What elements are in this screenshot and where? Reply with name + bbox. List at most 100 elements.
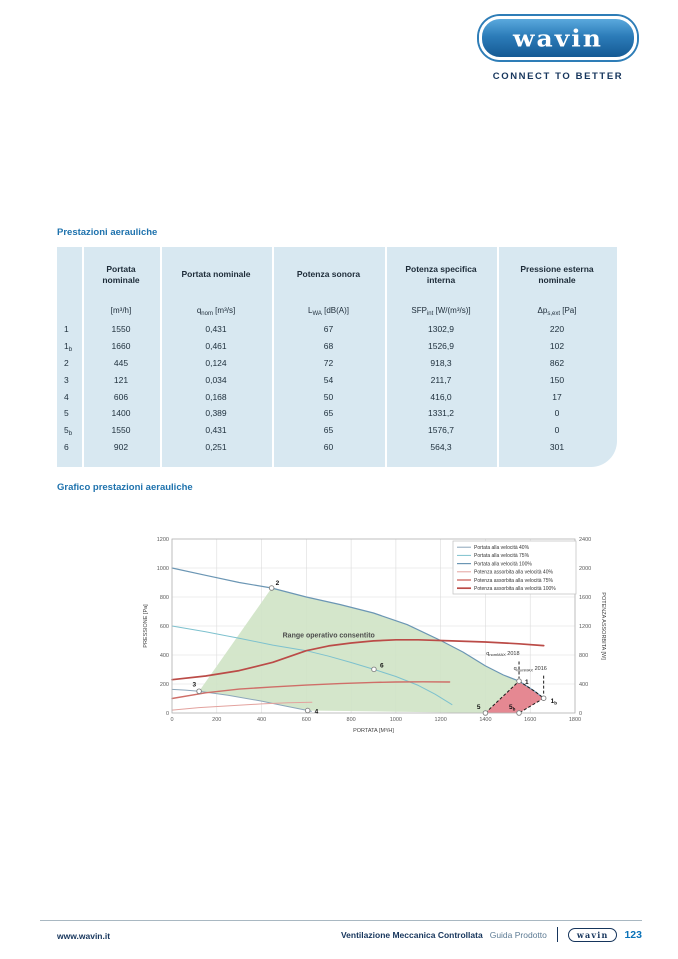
y-left-axis-title: PRESSIONE [Pa] bbox=[143, 604, 149, 648]
footer-page-number: 123 bbox=[624, 928, 642, 941]
table-cell: 918,3 bbox=[430, 357, 452, 368]
region-range-operativo-consentito bbox=[199, 588, 519, 713]
marker-label: 1b bbox=[551, 698, 558, 706]
table-cell: 301 bbox=[549, 441, 565, 452]
performance-chart: qnomMAX 2018 qnomMAX 2016 Range operativo … bbox=[140, 526, 610, 758]
table-cell: 68 bbox=[323, 341, 334, 352]
column-separator bbox=[160, 247, 162, 468]
table-cell: 1331,2 bbox=[428, 408, 454, 419]
table-cell: 902 bbox=[113, 441, 129, 452]
footer-doc-title: Ventilazione Meccanica Controllata bbox=[340, 929, 483, 940]
marker-label: 2 bbox=[276, 580, 280, 587]
series-line-2 bbox=[171, 567, 545, 699]
row-label: 1 bbox=[64, 324, 69, 335]
table-cell: 150 bbox=[549, 374, 565, 385]
marker-5 bbox=[482, 710, 489, 716]
footer-divider bbox=[556, 927, 558, 942]
table-cell: 1526,9 bbox=[428, 341, 454, 352]
y-left-tick: 800 bbox=[160, 595, 169, 601]
chart-section-title: Grafico prestazioni aerauliche bbox=[57, 482, 193, 493]
wavin-logo-text: wavin bbox=[513, 24, 603, 52]
column-unit: SFPint [W/(m³/s)] bbox=[411, 306, 471, 317]
table-row: 1 1550 0,431 67 1302,9 220 bbox=[57, 321, 617, 338]
marker-label: 1 bbox=[525, 679, 529, 686]
legend-entry: Potenza assorbita alla velocità 40% bbox=[474, 570, 553, 576]
x-tick: 200 bbox=[212, 717, 221, 723]
series-line-0 bbox=[171, 688, 312, 712]
x-tick: 600 bbox=[302, 717, 311, 723]
table-cell: 50 bbox=[323, 391, 334, 402]
y-right-tick: 2400 bbox=[579, 537, 591, 543]
table-cell: 121 bbox=[113, 374, 129, 385]
table-cell: 54 bbox=[323, 374, 334, 385]
table-cell: 60 bbox=[323, 441, 334, 452]
x-tick: 400 bbox=[257, 717, 266, 723]
marker-label: 6 bbox=[380, 662, 384, 669]
series-line-3 bbox=[171, 701, 313, 711]
x-axis-title: PORTATA [M³/H] bbox=[353, 728, 394, 734]
column-header: Portata nominale bbox=[102, 263, 140, 285]
y-right-tick: 1600 bbox=[579, 595, 591, 601]
row-label: 3 bbox=[64, 374, 69, 385]
legend-entry: Potenza assorbita alla velocità 75% bbox=[474, 578, 553, 584]
column-separator bbox=[497, 247, 499, 468]
table-cell: 17 bbox=[552, 391, 562, 402]
row-label: 2 bbox=[64, 357, 69, 368]
table-cell: 606 bbox=[113, 391, 129, 402]
wavin-logo: wavin bbox=[479, 16, 637, 60]
table-row: 5b 1550 0,431 65 1576,7 0 bbox=[57, 422, 617, 439]
row-label: 1b bbox=[64, 341, 73, 354]
x-tick: 1800 bbox=[569, 717, 581, 723]
y-right-tick: 800 bbox=[579, 653, 588, 659]
series-line-4 bbox=[171, 681, 451, 700]
marker-label: 5b bbox=[509, 704, 516, 712]
unit-spacer bbox=[57, 302, 82, 317]
table-cell: 445 bbox=[113, 357, 129, 368]
column-header: Pressione esterna nominale bbox=[520, 263, 594, 285]
table-cell: 0,461 bbox=[205, 341, 227, 352]
marker-1 bbox=[516, 678, 522, 684]
dashed-boundary bbox=[518, 680, 545, 699]
marker-label: 5 bbox=[477, 704, 481, 711]
x-tick: 1400 bbox=[479, 717, 491, 723]
footer-doc-subtitle: Guida Prodotto bbox=[489, 929, 547, 940]
footer-rule bbox=[40, 920, 642, 921]
y-left-tick: 1200 bbox=[157, 537, 169, 543]
table-cell: 0,251 bbox=[205, 441, 227, 452]
brand-block: wavin CONNECT TO BETTER bbox=[476, 16, 640, 82]
x-tick: 1600 bbox=[524, 717, 536, 723]
table-row: 3 121 0,034 54 211,7 150 bbox=[57, 371, 617, 388]
table-row: 6 902 0,251 60 564,3 301 bbox=[57, 438, 617, 455]
table-cell: 72 bbox=[323, 357, 334, 368]
y-left-tick: 400 bbox=[160, 653, 169, 659]
y-right-tick: 0 bbox=[579, 711, 582, 717]
y-right-axis-title: POTENZA ASSORBITA [W] bbox=[600, 592, 606, 660]
table-section: Prestazioni aerauliche Portata nominale P… bbox=[57, 227, 617, 468]
table-cell: 0 bbox=[554, 408, 560, 419]
table-cell: 65 bbox=[323, 425, 334, 436]
legend-entry: Portata alla velocità 75% bbox=[474, 553, 530, 559]
performance-table: Portata nominale Portata nominale Potenza … bbox=[57, 247, 617, 468]
row-label: 5b bbox=[64, 425, 73, 438]
table-cell: 1550 bbox=[111, 425, 131, 436]
region-zona-limite bbox=[485, 681, 544, 713]
table-cell: 416,0 bbox=[430, 391, 452, 402]
table-cell: 0,389 bbox=[205, 408, 227, 419]
table-row: 4 606 0,168 50 416,0 17 bbox=[57, 388, 617, 405]
header-spacer bbox=[57, 271, 82, 279]
table-section-title: Prestazioni aerauliche bbox=[57, 227, 158, 238]
column-separator bbox=[82, 247, 84, 468]
y-left-tick: 0 bbox=[166, 711, 169, 717]
table-cell: 0,431 bbox=[205, 324, 227, 335]
row-label: 6 bbox=[64, 441, 69, 452]
legend-entry: Potenza assorbita alla velocità 100% bbox=[474, 586, 556, 592]
table-row: 1b 1660 0,461 68 1526,9 102 bbox=[57, 338, 617, 355]
marker-2 bbox=[268, 585, 275, 591]
row-label: 5 bbox=[64, 408, 69, 419]
table-cell: 0,168 bbox=[205, 391, 227, 402]
table-cell: 0 bbox=[554, 425, 560, 436]
table-cell: 65 bbox=[323, 408, 334, 419]
table-cell: 1550 bbox=[111, 324, 131, 335]
table-cell: 67 bbox=[323, 324, 334, 335]
x-tick: 0 bbox=[170, 717, 173, 723]
